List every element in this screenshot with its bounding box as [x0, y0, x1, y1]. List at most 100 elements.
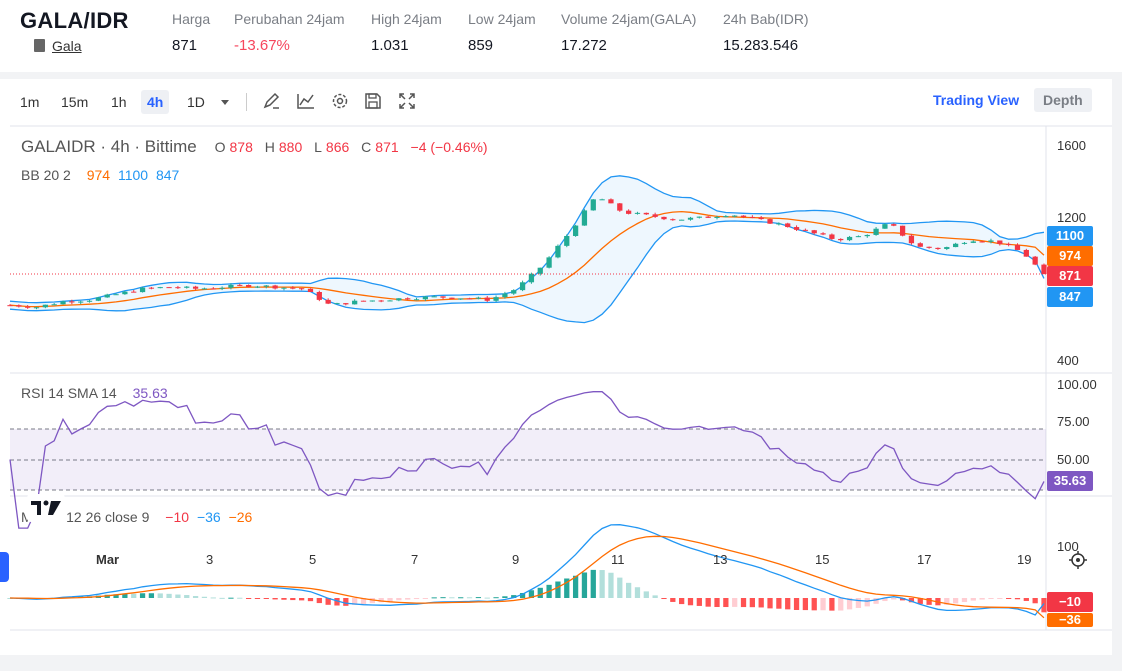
histogram-bar	[979, 598, 985, 600]
candle	[776, 223, 782, 225]
candle	[952, 243, 959, 248]
candle	[245, 285, 252, 287]
histogram-bar	[608, 572, 614, 598]
symbol-label: GALAIDR · 4h · Bittime	[21, 137, 197, 156]
candle	[458, 298, 464, 300]
histogram-bar	[917, 598, 923, 604]
time-tick: 17	[917, 552, 932, 567]
candle	[493, 297, 499, 301]
candle	[157, 287, 163, 289]
histogram-bar	[670, 598, 676, 602]
histogram-bar	[228, 597, 234, 599]
candle	[139, 287, 146, 293]
side-panel-toggle[interactable]	[0, 552, 9, 582]
ohlc-close: C 871	[361, 139, 402, 155]
histogram-bar	[776, 598, 782, 609]
candle	[475, 297, 482, 299]
candle	[201, 288, 208, 290]
candle	[829, 234, 835, 239]
candle	[882, 224, 888, 229]
change-value: −4 (−0.46%)	[410, 139, 488, 155]
histogram-bar	[263, 598, 269, 599]
candle	[360, 300, 367, 302]
reset-view-icon[interactable]	[1068, 550, 1088, 570]
rsi-line	[9, 391, 1045, 529]
histogram-bar	[891, 598, 897, 600]
candle	[917, 243, 923, 247]
interval-15m[interactable]: 15m	[61, 94, 89, 110]
coin-link-label: Gala	[52, 38, 82, 54]
histogram-bar	[1014, 598, 1021, 600]
histogram-bar	[405, 598, 411, 600]
histogram-bar	[192, 595, 199, 598]
histogram-bar	[139, 593, 146, 598]
time-tick: 13	[713, 552, 728, 567]
stat-value: 15.283.546	[723, 37, 799, 54]
interval-4h[interactable]: 4h	[141, 90, 170, 114]
histogram-bar	[511, 595, 517, 598]
histogram-bar	[254, 598, 261, 599]
histogram-bar	[184, 595, 190, 598]
coin-link[interactable]: Gala	[34, 38, 82, 54]
histogram-bar	[811, 598, 817, 611]
signal-line	[9, 535, 1045, 619]
candle	[422, 296, 428, 300]
candle	[626, 210, 632, 214]
interval-1d[interactable]: 1D	[187, 94, 205, 110]
histogram-bar	[166, 593, 172, 598]
candle	[1014, 244, 1021, 250]
time-tick: 11	[611, 552, 625, 567]
rsi-legend: RSI 14 SMA 14 35.63	[21, 385, 172, 401]
pencil-icon[interactable]	[262, 91, 282, 111]
toolbar-divider	[246, 93, 247, 111]
histogram-bar	[820, 598, 826, 611]
open-value: 878	[229, 139, 253, 155]
macd-line	[9, 524, 1045, 616]
histogram-bar	[617, 577, 623, 598]
fullscreen-icon[interactable]	[397, 91, 417, 111]
histogram-bar	[732, 598, 738, 607]
depth-button[interactable]: Depth	[1034, 88, 1092, 112]
indicator-icon[interactable]	[296, 91, 316, 111]
histogram-bar	[838, 598, 844, 611]
histogram-bar	[802, 598, 809, 611]
candle	[369, 300, 375, 302]
interval-1h[interactable]: 1h	[111, 94, 127, 110]
candle	[572, 225, 579, 236]
bb-basis-tag: 974	[1047, 246, 1093, 266]
candle	[564, 235, 570, 246]
histogram-bar	[749, 598, 755, 608]
candle	[131, 291, 137, 293]
candles	[7, 198, 1047, 310]
bb-lower-value: 847	[155, 167, 180, 183]
stat-value: 859	[468, 37, 494, 54]
ohlc-low: L 866	[314, 139, 353, 155]
save-icon[interactable]	[363, 91, 383, 111]
macd-value: −10	[165, 509, 190, 525]
histogram-bar	[988, 598, 994, 599]
histogram-bar	[369, 598, 375, 604]
low-label: L	[314, 139, 322, 155]
candle	[228, 284, 234, 288]
histogram-bar	[157, 593, 163, 598]
tradingview-logo-icon	[27, 494, 65, 522]
bollinger-bands	[9, 175, 1045, 324]
candle	[749, 216, 755, 218]
candle	[793, 227, 800, 230]
book-icon	[34, 39, 45, 52]
candle	[785, 223, 791, 228]
rsi-label: RSI 14 SMA 14	[21, 385, 117, 401]
close-label: C	[361, 139, 372, 155]
histogram-bar	[113, 594, 119, 598]
candle	[431, 296, 437, 298]
histogram-bar	[148, 593, 155, 598]
low-value: 866	[325, 139, 350, 155]
interval-1m[interactable]: 1m	[20, 94, 40, 110]
settings-icon[interactable]	[330, 91, 350, 111]
candle	[299, 288, 305, 290]
stat-label: Low 24jam	[468, 11, 536, 27]
trading-view-button[interactable]: Trading View	[933, 92, 1020, 108]
rsi-tick: 100.00	[1057, 377, 1097, 392]
chevron-down-icon[interactable]	[219, 96, 231, 108]
